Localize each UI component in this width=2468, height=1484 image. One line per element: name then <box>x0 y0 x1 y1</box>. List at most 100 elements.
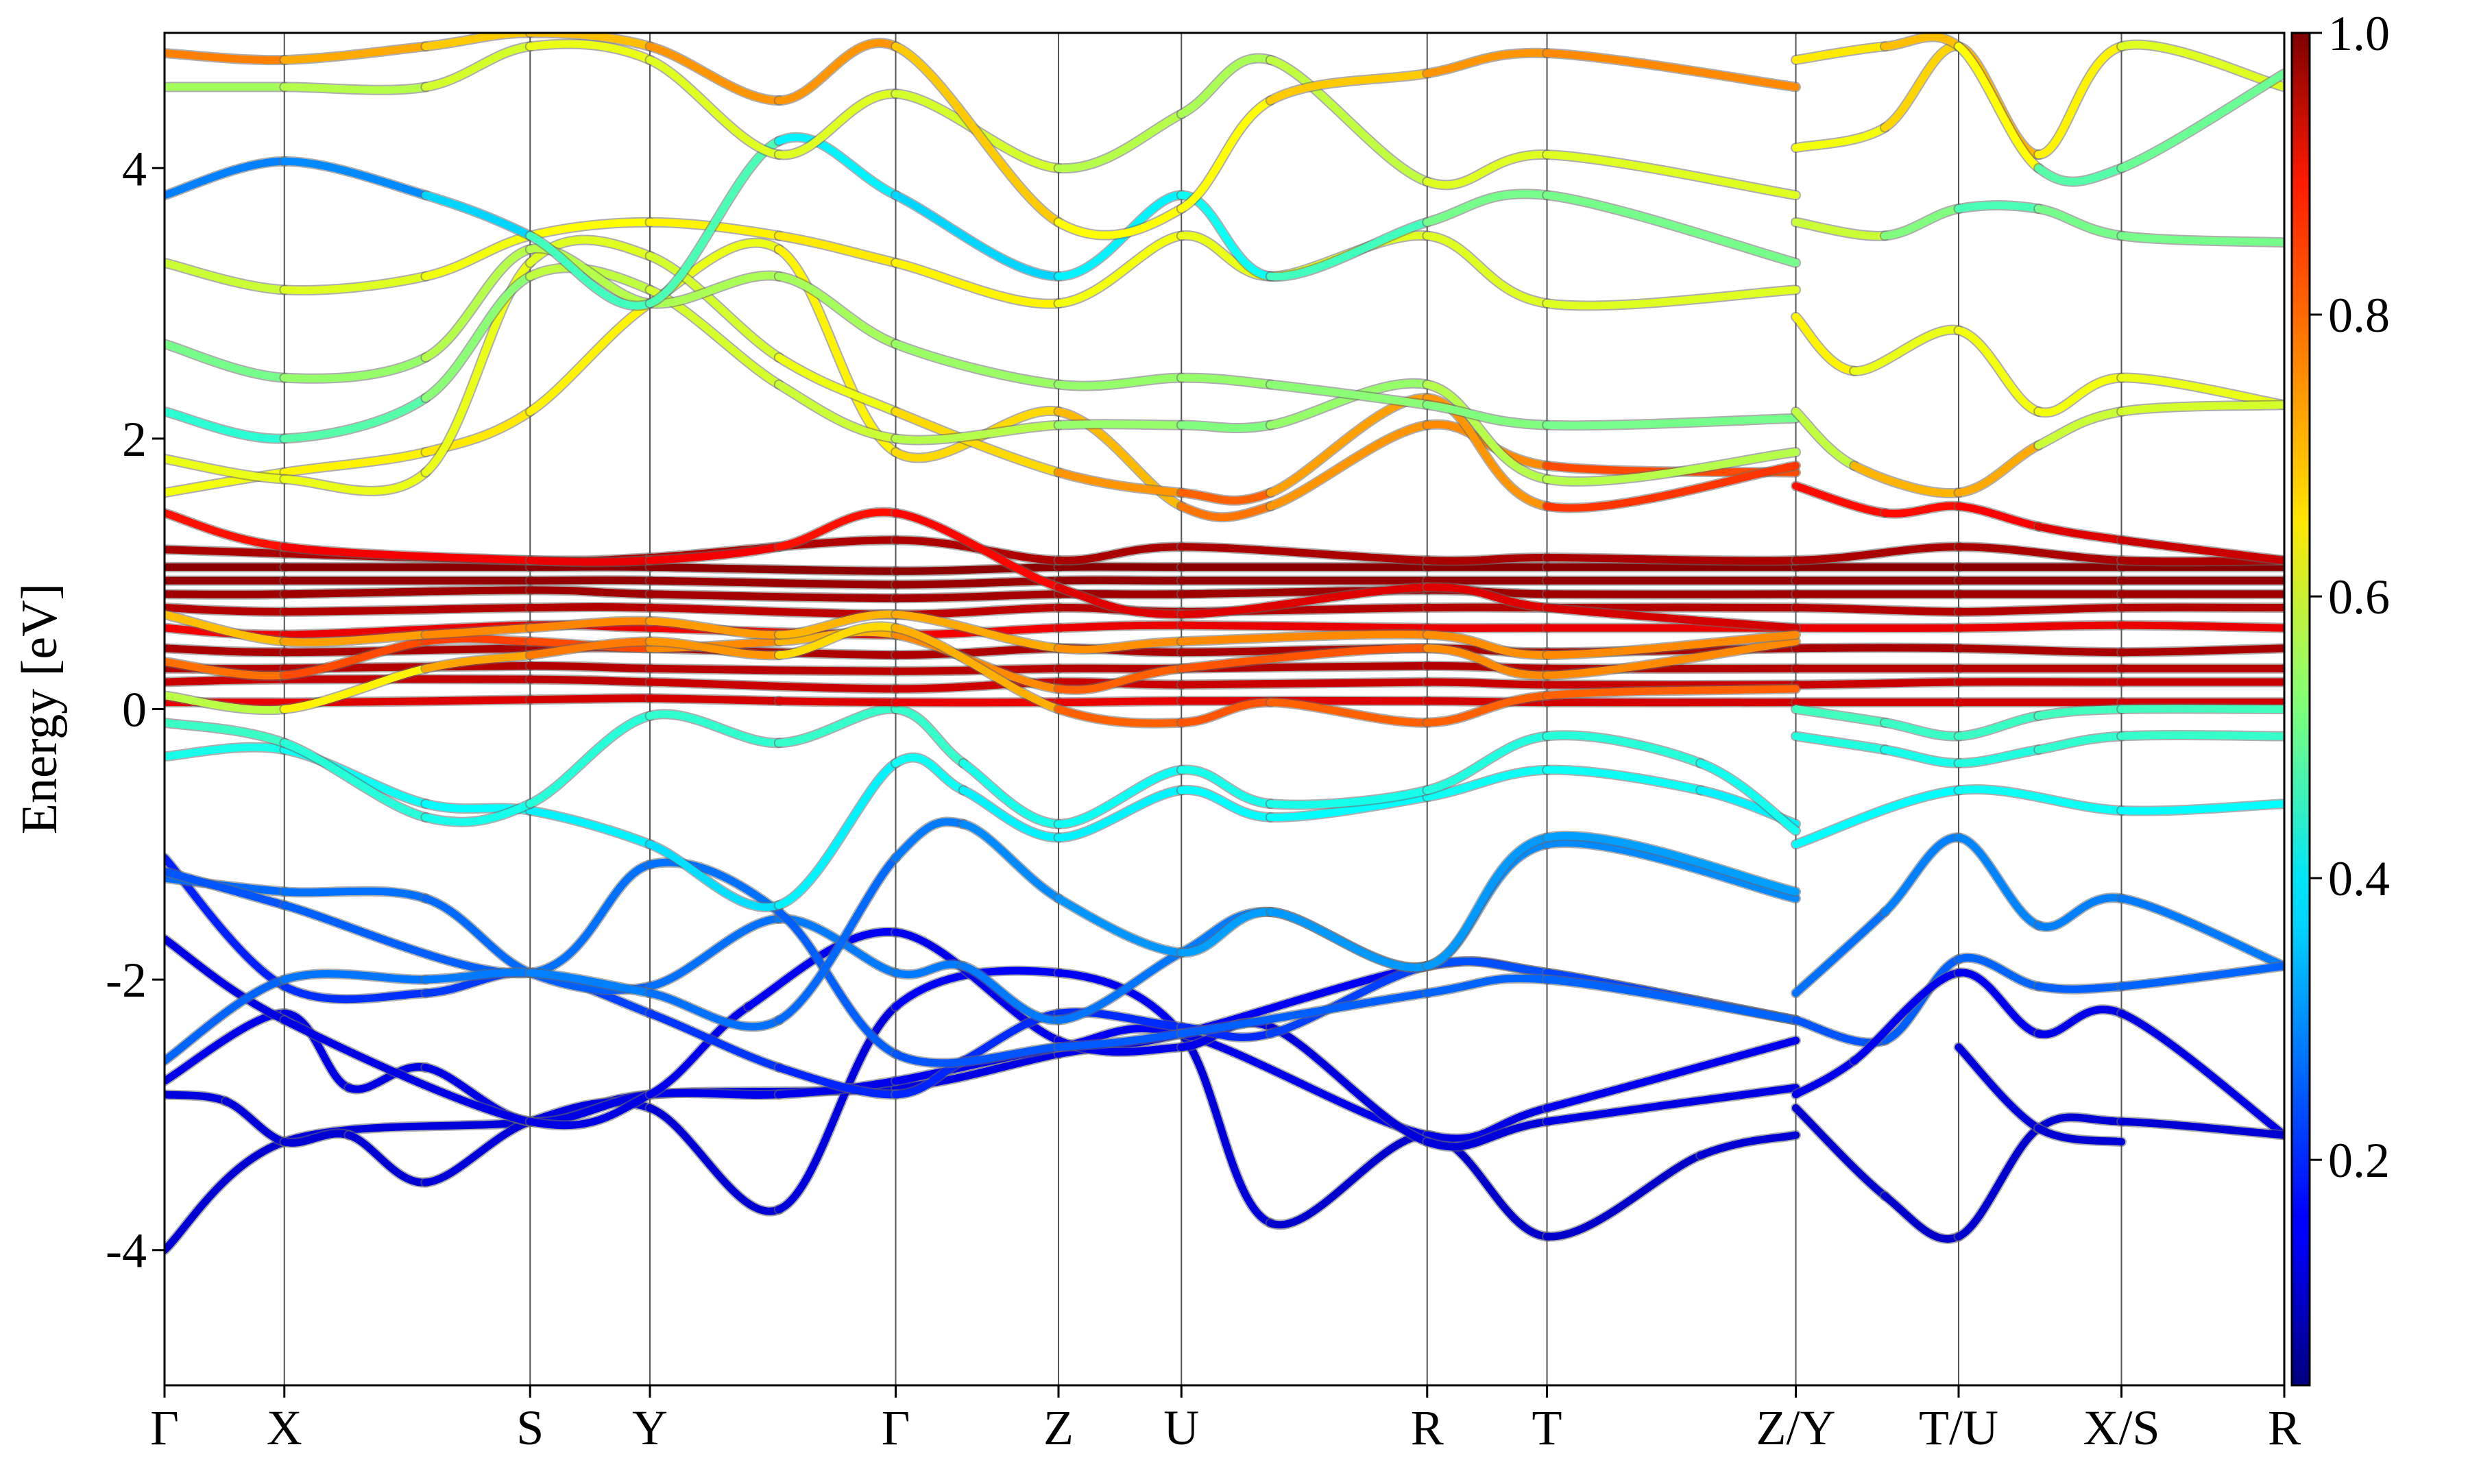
band-segment <box>896 567 1059 571</box>
x-tick-label: T/U <box>1919 1400 1998 1455</box>
band-segment <box>1959 648 2122 653</box>
band-segment <box>1547 53 1796 87</box>
band-segment <box>1885 46 1959 127</box>
band-segment <box>165 550 285 554</box>
band-segment <box>1959 507 2039 527</box>
band <box>1795 735 2284 763</box>
band-segment <box>1885 838 1959 912</box>
band-segment <box>896 757 964 790</box>
band-segment <box>1427 558 1547 561</box>
band-segment <box>2121 966 2284 986</box>
band-outline <box>530 864 650 973</box>
band-lines <box>165 33 2284 1250</box>
band-segment <box>2039 208 2122 235</box>
band-segment <box>165 648 285 653</box>
band-segment <box>165 608 285 612</box>
band-segment <box>1795 1060 1854 1094</box>
band <box>165 44 1795 195</box>
band-segment <box>530 304 650 412</box>
band-segment <box>1959 608 2122 612</box>
band-segment <box>1058 208 1181 235</box>
band-segment <box>530 607 650 608</box>
band-segment <box>1795 608 1959 612</box>
band-segment <box>1795 912 1885 993</box>
band-segment <box>779 709 895 743</box>
x-tick-label: R <box>1411 1400 1444 1455</box>
band-segment <box>530 590 650 594</box>
band-segment <box>1885 1196 1959 1239</box>
y-tick-label: 4 <box>122 141 147 196</box>
band-segment <box>1795 317 1854 371</box>
band-segment <box>226 1102 285 1142</box>
band-segment <box>2121 625 2284 628</box>
x-tick-label: Γ <box>150 1400 179 1455</box>
x-tick-label: S <box>516 1400 544 1455</box>
band-segment <box>285 608 530 612</box>
band-segment <box>1181 425 1270 428</box>
band-segment <box>1547 1088 1796 1121</box>
band-segment <box>285 358 426 379</box>
band <box>1959 1047 2122 1142</box>
band-segment <box>165 1142 285 1250</box>
band-segment <box>1959 716 2039 736</box>
band <box>165 581 2284 585</box>
band-segment <box>1427 682 1547 685</box>
colorbar-tick-label: 0.4 <box>2328 851 2390 906</box>
band-segment <box>530 222 650 236</box>
y-tick-label: 2 <box>122 412 147 467</box>
band-segment <box>1795 486 1885 513</box>
band-segment <box>1959 47 2039 169</box>
band <box>1795 838 2284 993</box>
band-segment <box>650 567 895 571</box>
band-segment <box>1795 1108 1885 1196</box>
band-segment <box>285 87 426 90</box>
band-segment <box>1959 206 2039 209</box>
band-segment <box>2039 47 2122 155</box>
x-tick-label: R <box>2268 1400 2301 1455</box>
band-segment <box>285 472 426 491</box>
band-segment <box>285 590 530 594</box>
x-tick-label: T <box>1532 1400 1562 1455</box>
band-segment <box>1959 1047 2039 1128</box>
band-segment <box>896 425 1059 440</box>
band-segment <box>2121 648 2284 653</box>
band-segment <box>1547 1156 1701 1237</box>
band <box>1795 405 2284 494</box>
band <box>165 679 2284 689</box>
band-segment <box>2039 168 2122 182</box>
band-segment <box>896 594 1059 598</box>
band-outline <box>285 398 426 439</box>
band-segment <box>779 236 895 263</box>
band <box>165 590 2284 598</box>
colorbar-scale <box>2292 33 2310 1385</box>
y-tick-label: 0 <box>122 683 147 738</box>
band-segment <box>426 195 530 236</box>
band-segment <box>650 1108 779 1212</box>
band-segment <box>1058 709 1181 724</box>
band-segment <box>1959 625 2122 628</box>
band <box>165 698 2284 703</box>
y-axis-label: Energy [eV] <box>12 583 68 834</box>
band-segment <box>285 986 426 999</box>
x-tick-label: Z <box>1043 1400 1074 1455</box>
band-segment <box>530 679 650 682</box>
band <box>165 822 1795 1061</box>
band <box>165 33 1795 235</box>
x-tick-label: Γ <box>882 1400 910 1455</box>
band-segment <box>530 560 650 561</box>
band-segment <box>1058 114 1181 168</box>
band-segment <box>1885 208 1959 235</box>
band <box>1795 45 2284 154</box>
band <box>165 567 2284 571</box>
colorbar-tick-label: 1.0 <box>2328 6 2390 61</box>
band-segment <box>2121 45 2284 87</box>
band-segment <box>530 698 650 700</box>
band-segment <box>650 668 895 671</box>
band-segment <box>1181 682 1427 685</box>
band-segment <box>650 1093 779 1095</box>
colorbar-ticks: 1.00.80.60.40.2 <box>2310 6 2390 1188</box>
band-segment <box>779 94 895 155</box>
band-segment <box>650 698 779 701</box>
x-tick-label: U <box>1163 1400 1199 1455</box>
